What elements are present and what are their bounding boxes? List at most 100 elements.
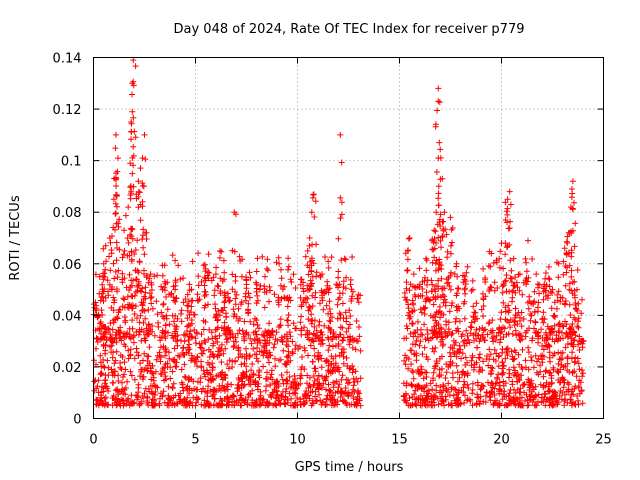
data-point xyxy=(327,387,333,394)
data-point xyxy=(554,297,561,304)
data-point xyxy=(225,365,232,372)
data-point xyxy=(239,327,246,334)
data-point xyxy=(322,377,329,384)
data-point xyxy=(122,385,129,391)
data-point xyxy=(527,317,534,324)
data-point xyxy=(470,303,477,310)
data-point xyxy=(305,392,312,399)
data-point xyxy=(513,395,520,402)
data-point xyxy=(110,196,117,203)
data-point xyxy=(353,375,360,382)
data-point xyxy=(218,369,225,376)
data-point xyxy=(287,276,294,283)
data-point xyxy=(152,391,158,398)
data-point xyxy=(281,294,288,301)
data-point xyxy=(547,370,554,376)
data-point xyxy=(225,396,232,403)
data-point xyxy=(333,378,340,385)
data-point xyxy=(317,334,324,341)
data-point xyxy=(277,356,284,363)
data-point xyxy=(471,309,478,316)
data-point xyxy=(305,384,312,391)
data-point xyxy=(525,344,532,351)
data-point xyxy=(139,155,146,162)
data-point xyxy=(137,165,144,172)
data-point xyxy=(557,350,564,357)
data-point xyxy=(287,297,294,304)
data-point xyxy=(456,387,462,394)
data-point xyxy=(159,272,166,279)
data-point xyxy=(335,341,342,347)
data-point xyxy=(416,265,423,272)
data-point xyxy=(476,338,483,345)
data-point xyxy=(186,281,193,288)
data-point xyxy=(518,332,524,339)
data-point xyxy=(445,319,452,326)
data-point xyxy=(275,297,282,304)
data-point xyxy=(504,219,511,226)
data-point xyxy=(272,355,278,362)
data-point xyxy=(489,317,496,324)
data-point xyxy=(469,277,476,284)
data-point xyxy=(324,278,331,285)
data-point xyxy=(112,200,119,207)
data-point xyxy=(568,355,575,362)
data-point xyxy=(460,384,467,391)
data-point xyxy=(206,361,213,368)
data-point xyxy=(564,264,571,271)
data-point xyxy=(476,325,483,332)
data-point xyxy=(559,389,566,396)
data-point xyxy=(174,315,181,322)
data-point xyxy=(103,258,110,265)
y-tick-label: 0.08 xyxy=(53,206,82,221)
data-point xyxy=(144,331,151,338)
data-point xyxy=(462,281,469,287)
data-point xyxy=(502,355,509,362)
data-point xyxy=(300,285,307,292)
data-point xyxy=(112,316,119,323)
data-point xyxy=(292,285,299,291)
data-point xyxy=(304,247,311,254)
data-point xyxy=(311,214,318,220)
data-point xyxy=(322,254,328,260)
data-point xyxy=(292,376,298,382)
data-point xyxy=(298,402,304,408)
data-point xyxy=(428,393,435,400)
data-point xyxy=(108,250,115,257)
data-point xyxy=(402,361,409,368)
data-point xyxy=(505,401,512,408)
data-point xyxy=(350,386,356,393)
data-point xyxy=(290,320,297,327)
data-point xyxy=(104,385,111,392)
data-point xyxy=(532,352,539,359)
data-point xyxy=(162,352,169,359)
data-point xyxy=(257,282,264,289)
data-point xyxy=(356,324,362,330)
data-point xyxy=(426,297,433,304)
data-point xyxy=(325,264,332,271)
data-point xyxy=(134,315,140,322)
data-point xyxy=(507,324,514,331)
data-point xyxy=(244,400,251,406)
data-point xyxy=(197,375,204,382)
data-point xyxy=(156,352,163,359)
data-point xyxy=(512,312,519,319)
data-point xyxy=(457,401,464,408)
data-point xyxy=(485,320,492,327)
data-point xyxy=(284,317,291,324)
data-point xyxy=(533,271,540,278)
data-point xyxy=(443,369,450,376)
data-point xyxy=(462,362,469,368)
data-point xyxy=(332,360,339,367)
data-point xyxy=(435,266,442,273)
data-point xyxy=(348,295,355,302)
data-point xyxy=(509,356,516,362)
data-point xyxy=(257,388,264,395)
data-point xyxy=(173,323,180,330)
data-point xyxy=(256,374,263,381)
data-point xyxy=(491,400,497,407)
data-point xyxy=(109,335,115,342)
data-point xyxy=(181,396,188,402)
data-point xyxy=(349,344,356,351)
